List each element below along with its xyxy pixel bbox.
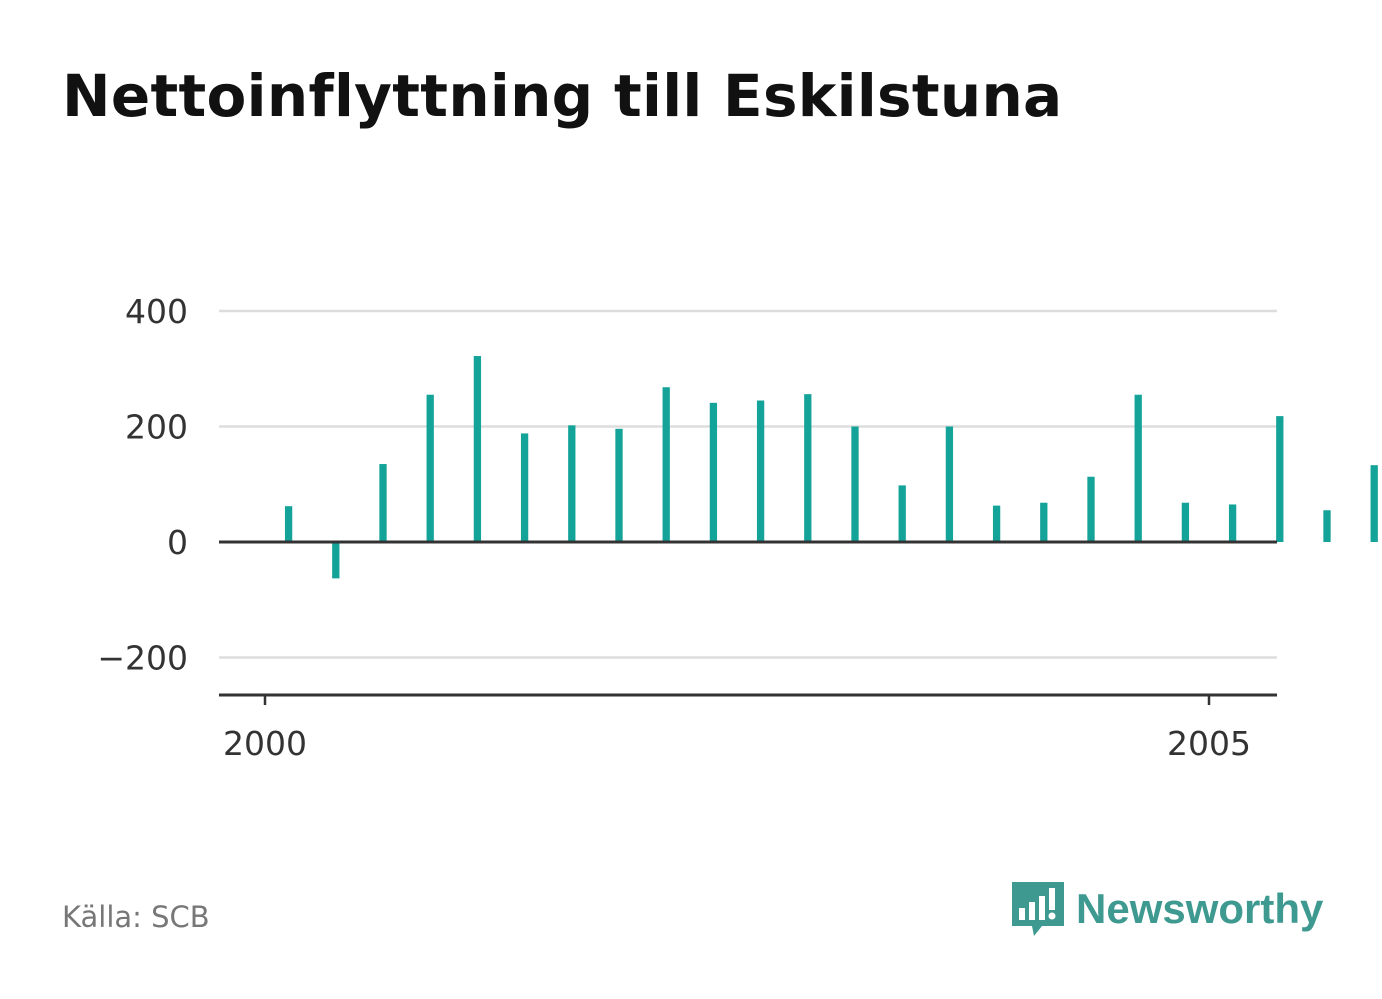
bar (1276, 416, 1284, 542)
bar (426, 394, 434, 542)
bar (1323, 510, 1331, 542)
x-tick-label: 2005 (1167, 724, 1251, 763)
bar (662, 387, 670, 542)
bar (1228, 504, 1237, 542)
bar (1134, 394, 1142, 542)
brand-name: Newsworthy (1076, 885, 1324, 932)
bar (568, 425, 576, 542)
y-tick-label: −200 (97, 639, 188, 678)
y-tick-label: 200 (125, 408, 188, 447)
tick-labels: −2000200400200020052010201520202025 (97, 292, 1251, 763)
bar (520, 433, 529, 542)
bars (284, 356, 1378, 579)
x-tick-label: 2000 (223, 724, 307, 763)
bar (1370, 465, 1378, 542)
bar (473, 356, 482, 542)
bar (1087, 476, 1095, 542)
bar (284, 506, 293, 542)
page-title: Nettoinflyttning till Eskilstuna (62, 62, 1063, 130)
y-tick-label: 0 (167, 523, 188, 562)
axes (219, 540, 1277, 705)
bar (615, 428, 623, 542)
y-tick-label: 400 (125, 292, 188, 331)
bar (379, 464, 387, 542)
bar (898, 485, 906, 542)
grid-lines (219, 309, 1277, 659)
bar (992, 505, 1001, 542)
bar (851, 426, 859, 542)
bar-chart-bubble-icon (1012, 882, 1064, 936)
bar (804, 394, 812, 542)
bar (332, 542, 340, 579)
bar (756, 400, 765, 542)
bar (945, 426, 954, 542)
bar (1181, 502, 1190, 542)
bar (1040, 502, 1048, 542)
bar (709, 402, 718, 542)
source-note: Källa: SCB (62, 900, 210, 934)
brand-logo: Newsworthy (1010, 878, 1323, 940)
